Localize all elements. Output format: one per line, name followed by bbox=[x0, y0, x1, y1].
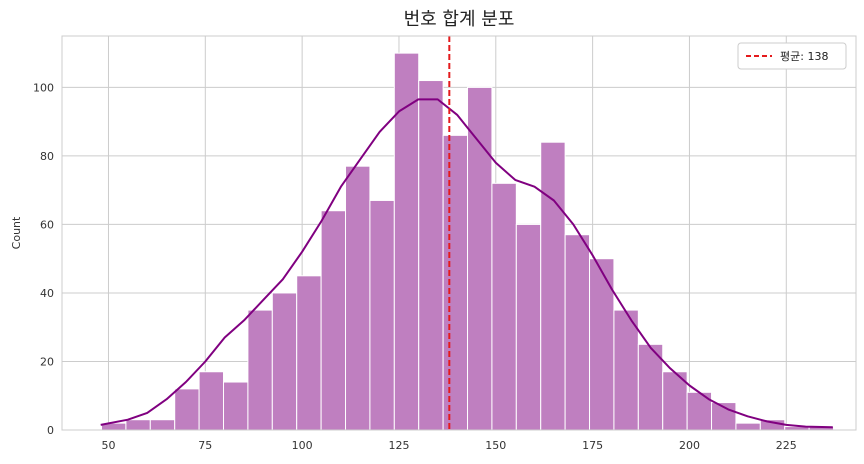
y-tick-label: 80 bbox=[40, 150, 54, 163]
y-axis-title: Count bbox=[10, 216, 23, 249]
histogram-bar bbox=[442, 134, 469, 431]
histogram-bar bbox=[491, 182, 517, 431]
histogram-bar bbox=[418, 80, 444, 431]
histogram-bar bbox=[564, 234, 591, 431]
histogram-bar bbox=[149, 419, 176, 431]
x-tick-label: 125 bbox=[388, 439, 409, 452]
histogram-bar bbox=[320, 210, 347, 431]
legend: 평균: 138 bbox=[737, 42, 847, 70]
y-axis-ticks: 0 20 40 60 80 100 bbox=[33, 81, 54, 437]
histogram-bar bbox=[637, 343, 664, 431]
histogram-bar bbox=[369, 199, 395, 431]
histogram-bar bbox=[125, 419, 151, 431]
kde-curve bbox=[100, 98, 833, 429]
histogram-bar bbox=[515, 223, 542, 431]
y-tick-label: 20 bbox=[40, 355, 54, 368]
legend-mean-label: 평균: 138 bbox=[780, 50, 828, 63]
histogram-bar bbox=[296, 275, 322, 431]
histogram-bar bbox=[540, 141, 566, 431]
x-tick-label: 75 bbox=[198, 439, 212, 452]
histogram-bar bbox=[271, 292, 298, 431]
plot-frame bbox=[61, 35, 857, 431]
y-tick-label: 0 bbox=[47, 424, 54, 437]
x-tick-label: 225 bbox=[776, 439, 797, 452]
histogram-bar bbox=[223, 381, 249, 431]
chart-title: 번호 합계 분포 bbox=[404, 9, 515, 30]
x-tick-label: 200 bbox=[679, 439, 700, 452]
histogram-bar bbox=[467, 86, 493, 431]
x-tick-label: 50 bbox=[101, 439, 115, 452]
x-tick-label: 100 bbox=[292, 439, 313, 452]
y-tick-label: 60 bbox=[40, 218, 54, 231]
histogram-bar bbox=[393, 52, 420, 431]
x-axis-ticks: 50 75 100 125 150 175 200 225 bbox=[101, 439, 796, 452]
histogram-bar bbox=[345, 165, 371, 431]
histogram-bars bbox=[101, 52, 835, 431]
histogram-bar bbox=[198, 371, 225, 431]
histogram-bar bbox=[174, 388, 200, 431]
histogram-bar bbox=[735, 422, 761, 431]
histogram-bar bbox=[589, 258, 615, 431]
x-tick-label: 150 bbox=[485, 439, 506, 452]
histogram-bar bbox=[613, 309, 639, 431]
y-tick-label: 100 bbox=[33, 81, 54, 94]
legend-box bbox=[737, 42, 847, 70]
x-tick-label: 175 bbox=[582, 439, 603, 452]
histogram-bar bbox=[247, 309, 273, 431]
kde-curve-group bbox=[100, 98, 833, 429]
y-tick-label: 40 bbox=[40, 287, 54, 300]
